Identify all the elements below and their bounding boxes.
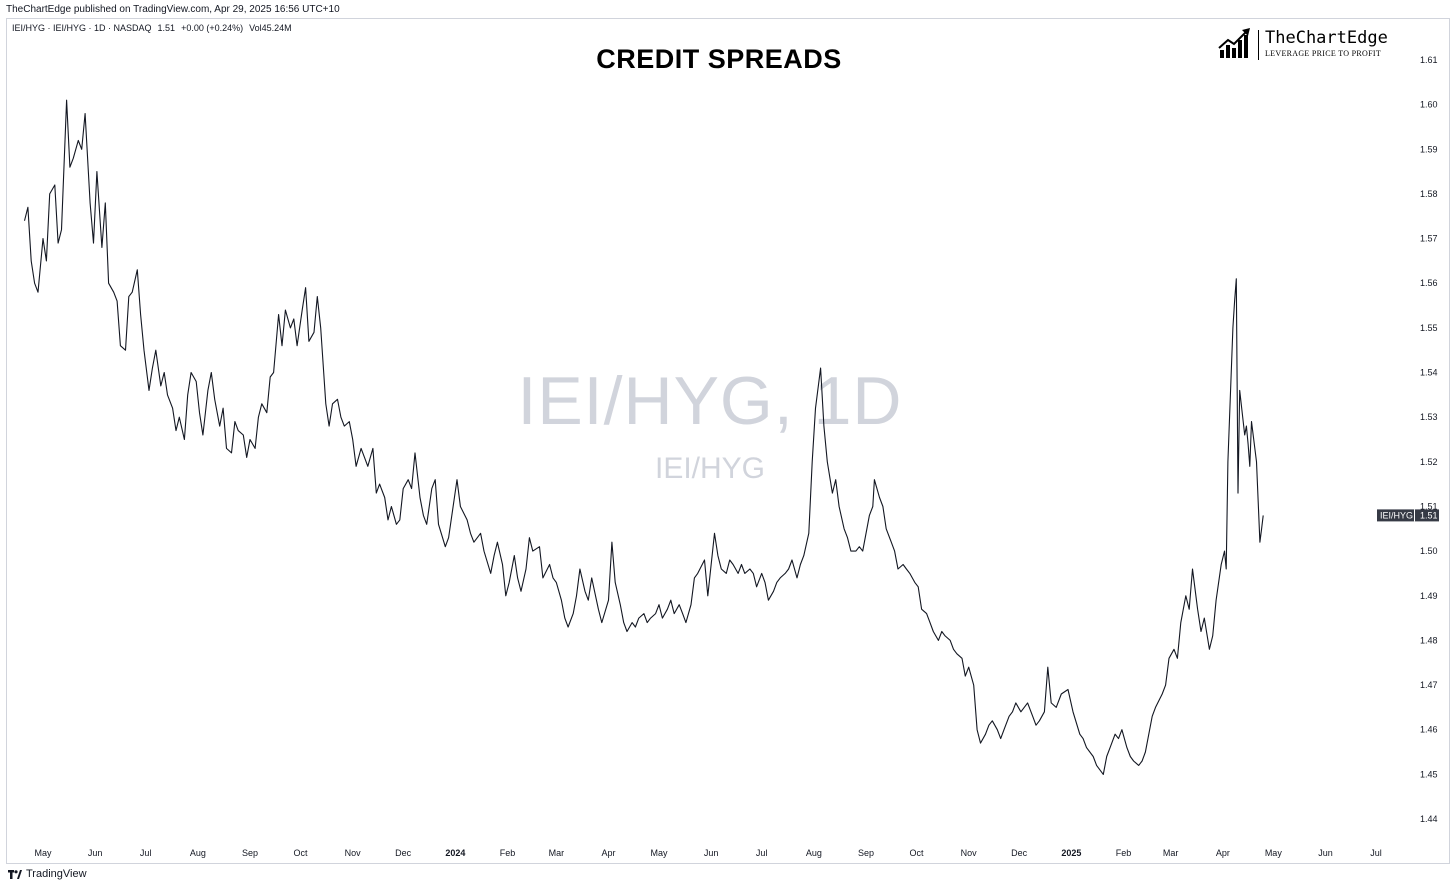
x-tick-label: Nov: [345, 848, 362, 858]
tradingview-label: TradingView: [26, 868, 87, 880]
publisher-line: TheChartEdge published on TradingView.co…: [6, 4, 340, 15]
symbol-watermark: IEI/HYG, 1D: [517, 363, 903, 439]
brand-logo: TheChartEdge LEVERAGE PRICE TO PROFIT: [1218, 28, 1388, 60]
x-tick-label: Apr: [602, 848, 616, 858]
y-tick-label: 1.50: [1420, 546, 1438, 556]
price-tag-symbol: IEI/HYG: [1380, 510, 1413, 520]
y-tick-label: 1.61: [1420, 55, 1438, 65]
x-tick-label: May: [34, 848, 52, 858]
price-line: [23, 99, 1264, 775]
x-tick-label: Sep: [242, 848, 258, 858]
x-tick-label: Jun: [88, 848, 103, 858]
last-price-tag: IEI/HYG 1.51: [1377, 509, 1439, 522]
y-tick-label: 1.56: [1420, 278, 1438, 288]
x-tick-label: Feb: [500, 848, 516, 858]
y-tick-label: 1.44: [1420, 814, 1438, 824]
x-tick-label: Mar: [549, 848, 565, 858]
legend-last-price: 1.51: [157, 23, 176, 33]
x-tick-label: Jul: [140, 848, 152, 858]
y-tick-label: 1.49: [1420, 591, 1438, 601]
legend-symbol: IEI/HYG · IEI/HYG · 1D · NASDAQ: [12, 23, 152, 33]
x-tick-label: Nov: [961, 848, 978, 858]
x-axis[interactable]: May Jun Jul Aug Sep Oct Nov Dec 2024 Feb Mar Apr May…: [34, 848, 1381, 858]
x-tick-label: 2024: [445, 848, 465, 858]
y-tick-label: 1.60: [1420, 100, 1438, 110]
y-tick-label: 1.55: [1420, 323, 1438, 333]
x-tick-label: Jun: [704, 848, 719, 858]
x-tick-label: Mar: [1163, 848, 1179, 858]
legend-volume: Vol45.24M: [249, 23, 292, 33]
price-tag-background: [1377, 509, 1439, 522]
chart-edge-logo-icon: [1218, 28, 1250, 58]
y-tick-label: 1.51: [1420, 501, 1438, 511]
logo-divider: [1258, 30, 1259, 60]
x-tick-label: Dec: [1011, 848, 1028, 858]
x-tick-label: Jun: [1318, 848, 1333, 858]
x-tick-label: Aug: [806, 848, 822, 858]
y-tick-label: 1.58: [1420, 189, 1438, 199]
tradingview-logo-icon: [8, 869, 22, 879]
x-tick-label: Jul: [756, 848, 768, 858]
x-tick-label: May: [650, 848, 668, 858]
y-tick-label: 1.57: [1420, 234, 1438, 244]
y-tick-label: 1.48: [1420, 635, 1438, 645]
y-tick-label: 1.47: [1420, 680, 1438, 690]
x-tick-label: Oct: [294, 848, 309, 858]
x-tick-label: Dec: [395, 848, 412, 858]
x-tick-label: Aug: [190, 848, 206, 858]
logo-name: TheChartEdge: [1265, 28, 1388, 48]
x-tick-label: Jul: [1370, 848, 1382, 858]
chart-title: CREDIT SPREADS: [596, 44, 842, 74]
y-tick-label: 1.54: [1420, 368, 1438, 378]
x-tick-label: Oct: [910, 848, 925, 858]
x-tick-label: Apr: [1216, 848, 1230, 858]
logo-tagline: LEVERAGE PRICE TO PROFIT: [1265, 49, 1382, 58]
x-tick-label: Feb: [1116, 848, 1132, 858]
y-tick-label: 1.45: [1420, 769, 1438, 779]
symbol-watermark-sub: IEI/HYG: [654, 452, 766, 485]
y-tick-label: 1.59: [1420, 144, 1438, 154]
tradingview-brand[interactable]: TradingView: [8, 868, 87, 880]
y-tick-label: 1.53: [1420, 412, 1438, 422]
x-tick-label: 2025: [1061, 848, 1081, 858]
legend-change: +0.00 (+0.24%): [181, 23, 244, 33]
price-tag-value: 1.51: [1420, 510, 1438, 520]
symbol-legend[interactable]: IEI/HYG · IEI/HYG · 1D · NASDAQ 1.51 +0.…: [12, 23, 292, 33]
x-tick-label: May: [1265, 848, 1283, 858]
y-tick-label: 1.52: [1420, 457, 1438, 467]
y-tick-label: 1.46: [1420, 725, 1438, 735]
y-axis[interactable]: 1.61 1.60 1.59 1.58 1.57 1.56 1.55 1.54 1.53 1.52…: [1420, 55, 1438, 824]
chart-frame: [6, 18, 1450, 864]
price-tag-separator: [1414, 509, 1415, 522]
x-tick-label: Sep: [858, 848, 874, 858]
